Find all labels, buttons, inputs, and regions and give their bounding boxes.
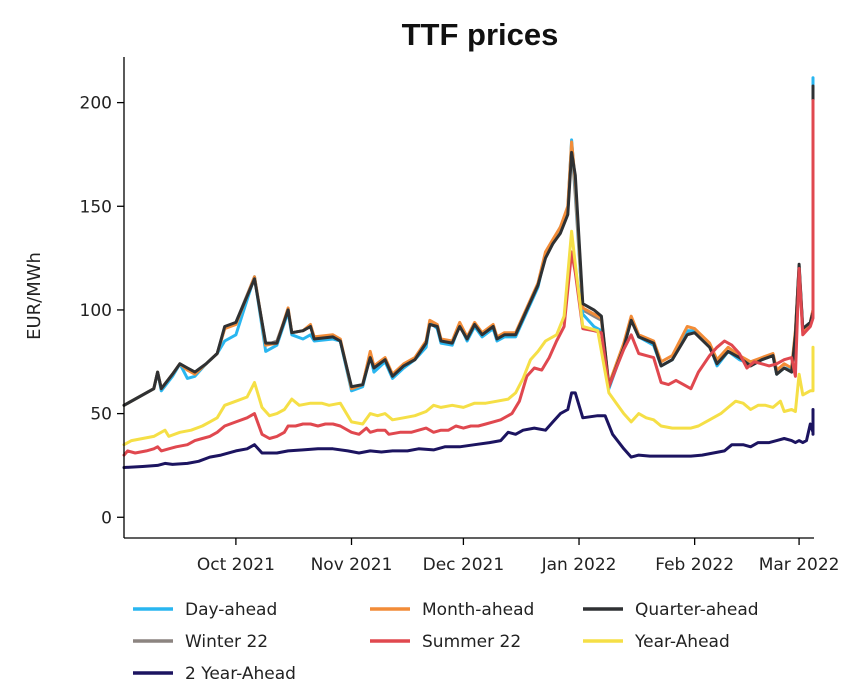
y-tick-label: 0 [101, 508, 112, 528]
legend-label: Quarter-ahead [635, 600, 759, 620]
series-line-quarter-ahead [122, 84, 815, 407]
series-line-month-ahead [122, 92, 815, 407]
series-layer [122, 76, 815, 469]
x-tick-label: Dec 2021 [423, 555, 505, 575]
legend: Day-ahead Month-ahead Quarter-ahead Winter … [133, 600, 759, 684]
x-tick-label: Oct 2021 [197, 555, 275, 575]
legend-item: 2 Year-Ahead [133, 664, 296, 684]
legend-label: Month-ahead [422, 600, 534, 620]
y-axis-label: EUR/MWh [24, 252, 45, 340]
legend-item: Year-Ahead [583, 632, 730, 652]
y-tick-label: 50 [90, 405, 112, 425]
legend-label: Winter 22 [185, 632, 268, 652]
series-line-winter-22 [122, 142, 815, 407]
series-line-2-year-ahead [122, 391, 815, 469]
x-tick-label: Feb 2022 [655, 555, 734, 575]
legend-item: Day-ahead [133, 600, 277, 620]
legend-item: Quarter-ahead [583, 600, 759, 620]
legend-item: Winter 22 [133, 632, 268, 652]
y-tick-label: 100 [80, 301, 112, 321]
x-tick-label: Nov 2021 [311, 555, 393, 575]
legend-item: Month-ahead [370, 600, 534, 620]
y-tick-label: 200 [80, 94, 112, 114]
chart-title: TTF prices [402, 17, 559, 52]
series-line-summer-22 [122, 99, 815, 457]
legend-item: Summer 22 [370, 632, 521, 652]
legend-label: Year-Ahead [634, 632, 730, 652]
x-tick-label: Mar 2022 [759, 555, 840, 575]
y-ticks: 0 50 100 150 200 [80, 94, 124, 528]
x-tick-label: Jan 2022 [541, 555, 617, 575]
x-ticks: Oct 2021 Nov 2021 Dec 2021 Jan 2022 Feb 2022… [197, 538, 840, 575]
legend-label: 2 Year-Ahead [185, 664, 296, 684]
legend-label: Day-ahead [185, 600, 277, 620]
series-line-year-ahead [122, 229, 815, 447]
legend-label: Summer 22 [422, 632, 521, 652]
y-tick-label: 150 [80, 197, 112, 217]
